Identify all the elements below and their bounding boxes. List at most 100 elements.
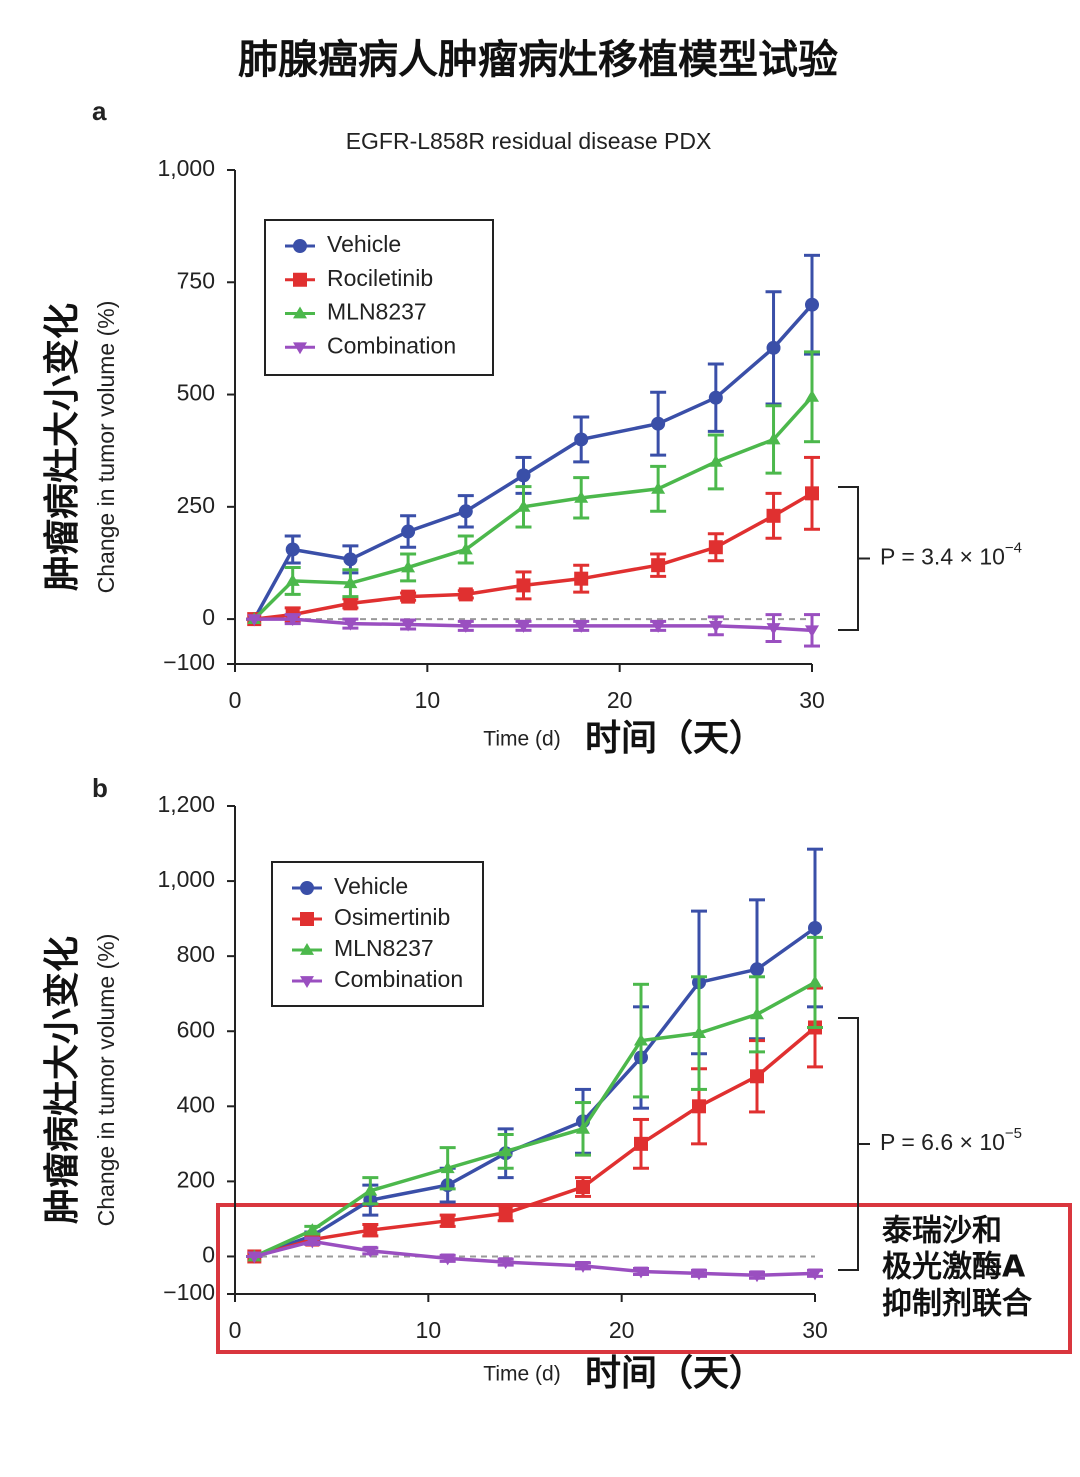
marker xyxy=(766,432,781,445)
marker xyxy=(808,1268,822,1281)
marker xyxy=(285,573,300,586)
marker xyxy=(708,390,723,405)
marker xyxy=(440,1161,455,1174)
marker xyxy=(343,576,358,589)
note-line: 抑制剂联合 xyxy=(882,1287,1032,1322)
marker xyxy=(516,468,531,483)
y-tick-label: 750 xyxy=(177,267,215,293)
marker xyxy=(285,542,300,557)
legend-label: MLN8237 xyxy=(334,935,434,961)
y-tick-label: 1,000 xyxy=(157,866,215,892)
marker xyxy=(498,1144,513,1157)
marker xyxy=(516,578,531,593)
y-tick-label: 0 xyxy=(202,604,215,630)
marker xyxy=(708,540,723,555)
x-tick-label: 0 xyxy=(229,687,242,713)
y-tick-label: 200 xyxy=(177,1166,215,1192)
marker xyxy=(516,620,531,633)
marker xyxy=(293,272,307,287)
marker xyxy=(634,1033,648,1046)
marker xyxy=(300,976,314,988)
p-value: P = 6.6 × 10−5 xyxy=(880,1125,1022,1155)
y-tick-label: −100 xyxy=(163,1279,215,1305)
marker xyxy=(634,1266,648,1279)
marker xyxy=(692,1026,706,1039)
p-value-exponent: −5 xyxy=(1005,1125,1022,1142)
y-axis-label: Change in tumor volume (%) xyxy=(93,934,119,1227)
x-tick-label: 30 xyxy=(799,687,825,713)
y-tick-label: 500 xyxy=(177,380,215,406)
x-tick-label: 20 xyxy=(609,1317,635,1343)
marker xyxy=(343,618,358,631)
marker xyxy=(458,504,473,519)
p-value: P = 3.4 × 10−4 xyxy=(880,539,1022,569)
y-axis-label-cn: 肿瘤病灶大小变化 xyxy=(41,936,83,1224)
marker xyxy=(766,340,781,355)
series-line xyxy=(253,1239,816,1277)
marker xyxy=(574,620,589,633)
marker xyxy=(401,619,416,632)
marker xyxy=(574,490,589,503)
marker xyxy=(766,623,781,636)
bracket xyxy=(838,486,870,631)
marker xyxy=(766,508,781,523)
marker xyxy=(634,1136,648,1151)
marker xyxy=(440,1253,455,1266)
x-tick-label: 0 xyxy=(229,1317,242,1343)
x-tick-label: 10 xyxy=(416,1317,442,1343)
marker xyxy=(708,454,723,467)
marker xyxy=(458,587,473,602)
marker xyxy=(363,1183,378,1196)
legend-label: Vehicle xyxy=(334,873,408,899)
y-axis-label-cn: 肿瘤病灶大小变化 xyxy=(41,303,83,591)
marker xyxy=(247,614,262,627)
y-tick-label: 1,000 xyxy=(157,155,215,181)
marker xyxy=(805,297,819,312)
y-axis-label: Change in tumor volume (%) xyxy=(93,301,119,594)
p-value-text: P = 6.6 × 10 xyxy=(880,1129,1005,1155)
series-line xyxy=(253,1026,817,1259)
x-axis-label: Time (d) xyxy=(483,728,560,751)
marker xyxy=(343,596,358,611)
y-tick-label: 600 xyxy=(177,1016,215,1042)
legend-label: MLN8237 xyxy=(327,299,427,325)
marker xyxy=(305,1223,320,1236)
x-axis-label-cn: 时间（天） xyxy=(585,718,765,759)
legend-label: Combination xyxy=(334,966,463,992)
marker xyxy=(576,1121,590,1134)
legend-label: Combination xyxy=(327,332,456,358)
marker xyxy=(285,614,300,627)
marker xyxy=(651,558,666,573)
y-tick-label: 400 xyxy=(177,1091,215,1117)
highlight-box xyxy=(216,1203,1072,1354)
y-tick-label: 800 xyxy=(177,941,215,967)
marker xyxy=(750,1069,764,1084)
y-tick-label: −100 xyxy=(163,649,215,675)
marker xyxy=(574,571,589,586)
marker xyxy=(808,975,822,988)
marker xyxy=(293,239,307,253)
marker xyxy=(300,912,314,926)
marker xyxy=(750,962,764,977)
marker xyxy=(750,1270,764,1283)
marker xyxy=(300,943,314,955)
marker xyxy=(300,881,314,895)
x-tick-label: 10 xyxy=(415,687,441,713)
marker xyxy=(692,1268,706,1281)
marker xyxy=(401,589,416,604)
p-value-text: P = 3.4 × 10 xyxy=(880,544,1005,570)
marker xyxy=(458,542,473,555)
marker xyxy=(458,620,473,633)
marker xyxy=(750,1007,764,1020)
marker xyxy=(401,524,416,539)
y-tick-label: 250 xyxy=(177,492,215,518)
legend-label: Osimertinib xyxy=(334,904,450,930)
series-line xyxy=(253,980,816,1259)
marker xyxy=(401,560,416,573)
marker xyxy=(576,1260,590,1273)
marker xyxy=(516,499,531,512)
marker xyxy=(651,416,666,431)
x-axis-label: Time (d) xyxy=(483,1363,560,1386)
marker xyxy=(651,620,666,633)
